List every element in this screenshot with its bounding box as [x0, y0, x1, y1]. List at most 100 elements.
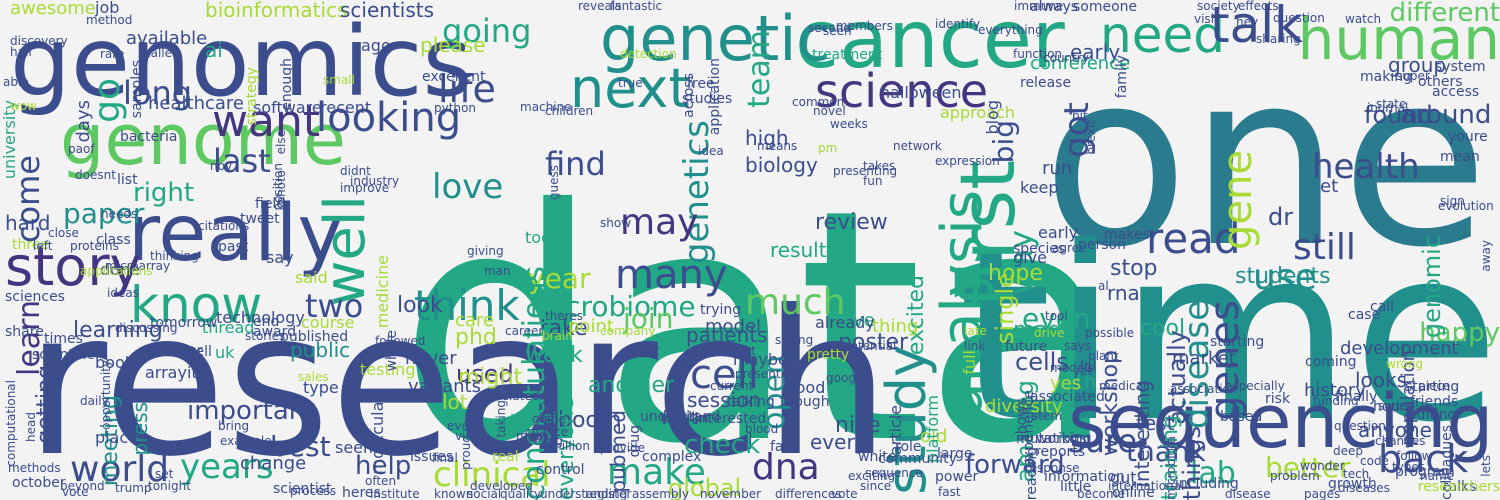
- cloud-word: agree: [1052, 241, 1087, 255]
- cloud-word: possible: [1085, 326, 1135, 340]
- cloud-word: series: [1378, 399, 1414, 413]
- cloud-word: need: [1100, 6, 1225, 64]
- cloud-word: editing: [1408, 407, 1457, 423]
- cloud-word: might: [458, 365, 523, 390]
- cloud-word: dna: [752, 447, 820, 488]
- cloud-word: man: [484, 264, 511, 278]
- cloud-word: high: [745, 126, 789, 150]
- cloud-word: says: [1064, 339, 1091, 353]
- cloud-word: finally: [1335, 389, 1378, 405]
- cloud-word: giving: [467, 244, 504, 258]
- cloud-word: country: [1043, 51, 1089, 65]
- cloud-word: hours: [1373, 399, 1413, 415]
- cloud-word: name: [1420, 469, 1455, 483]
- cloud-word: done: [100, 260, 140, 279]
- cloud-word: testing: [360, 360, 416, 379]
- cloud-word: immune: [1014, 0, 1064, 13]
- cloud-word: methods: [8, 461, 61, 475]
- cloud-word: evolution: [1438, 199, 1494, 213]
- cloud-word: disease: [1225, 487, 1271, 500]
- cloud-word: someone: [1073, 0, 1138, 15]
- cloud-word: common: [792, 95, 845, 109]
- cloud-word: please: [420, 33, 486, 57]
- cloud-word: computational: [4, 380, 18, 467]
- cloud-word: run: [1042, 158, 1073, 179]
- cloud-word: followed: [375, 334, 426, 348]
- cloud-word: piece: [1418, 379, 1451, 393]
- cloud-word: brain: [542, 329, 573, 343]
- cloud-word: white: [858, 449, 897, 465]
- cloud-word: studies: [682, 91, 733, 107]
- cloud-word: many: [615, 252, 728, 298]
- cloud-word: next: [570, 57, 690, 120]
- cloud-word: game: [532, 412, 567, 426]
- cloud-word: stories: [245, 329, 286, 343]
- cloud-word: place: [95, 428, 139, 447]
- cloud-word: needs: [101, 207, 138, 221]
- cloud-word: tweet: [240, 211, 280, 227]
- cloud-word: week: [525, 343, 583, 368]
- cloud-word: love: [432, 167, 504, 207]
- cloud-word: bring: [218, 419, 250, 433]
- cloud-word: stop: [1110, 256, 1158, 281]
- cloud-word: working: [1036, 431, 1092, 447]
- cloud-word: join: [623, 302, 674, 335]
- cloud-word: treatment: [812, 47, 883, 63]
- cloud-word: think: [414, 281, 520, 330]
- cloud-word: scientific: [32, 347, 95, 363]
- cloud-word: group: [1388, 53, 1447, 77]
- cloud-word: past: [218, 239, 249, 255]
- cloud-word: visit: [1194, 12, 1219, 26]
- cloud-word: used: [456, 360, 514, 388]
- cloud-word: share: [5, 324, 44, 340]
- cloud-word: last: [213, 142, 271, 180]
- cloud-word: gene: [1215, 150, 1261, 250]
- cloud-word: free: [687, 76, 715, 92]
- cloud-word: related: [497, 389, 540, 403]
- cloud-word: yes: [1050, 373, 1082, 394]
- cloud-word: talk: [1210, 0, 1304, 54]
- cloud-word: mutations: [1016, 431, 1087, 447]
- cloud-word: genomic: [1418, 235, 1446, 339]
- cloud-word: association: [1170, 382, 1238, 396]
- cloud-word: novel: [813, 104, 846, 118]
- cloud-word: sure: [1068, 422, 1138, 460]
- cloud-word: rare: [100, 47, 125, 61]
- cloud-word: sales: [298, 370, 329, 384]
- cloud-word: always: [1030, 0, 1079, 15]
- cloud-word: understanding: [540, 487, 628, 500]
- cloud-word: future: [1005, 339, 1048, 355]
- cloud-word: response: [1025, 461, 1080, 475]
- cloud-word: little: [1060, 479, 1092, 495]
- cloud-word: medicine: [373, 255, 392, 329]
- cloud-word: al: [1098, 279, 1109, 293]
- cloud-word: feeling: [522, 434, 563, 448]
- cloud-word: published: [280, 329, 349, 345]
- cloud-word: daily: [80, 394, 109, 408]
- cloud-word: review: [815, 210, 888, 235]
- cloud-word: diseases: [1338, 481, 1390, 495]
- cloud-word: book: [95, 353, 134, 372]
- cloud-word: online: [1112, 485, 1155, 500]
- cloud-word: community: [878, 451, 957, 467]
- cloud-word: tool: [1045, 309, 1068, 323]
- cloud-word: called: [144, 46, 180, 60]
- cloud-word: list: [117, 172, 138, 188]
- cloud-word: use: [1253, 257, 1317, 298]
- cloud-word: society: [1197, 0, 1240, 13]
- cloud-word: lab: [1190, 456, 1236, 491]
- cloud-word: wrong: [1386, 357, 1424, 371]
- cloud-word: session: [687, 388, 762, 412]
- cloud-word: change: [240, 453, 307, 474]
- cloud-word: thank: [1126, 435, 1206, 468]
- cloud-word: system: [1435, 59, 1486, 75]
- cloud-word: talks: [1443, 479, 1477, 495]
- cloud-word: trying: [700, 302, 742, 318]
- cloud-word: starting: [1405, 379, 1460, 395]
- cloud-word: et: [1320, 176, 1339, 197]
- cloud-word: major: [625, 344, 660, 358]
- cloud-word: sequencing: [1068, 379, 1494, 465]
- cloud-word: youre: [1448, 129, 1488, 145]
- cloud-word: super: [1396, 69, 1430, 83]
